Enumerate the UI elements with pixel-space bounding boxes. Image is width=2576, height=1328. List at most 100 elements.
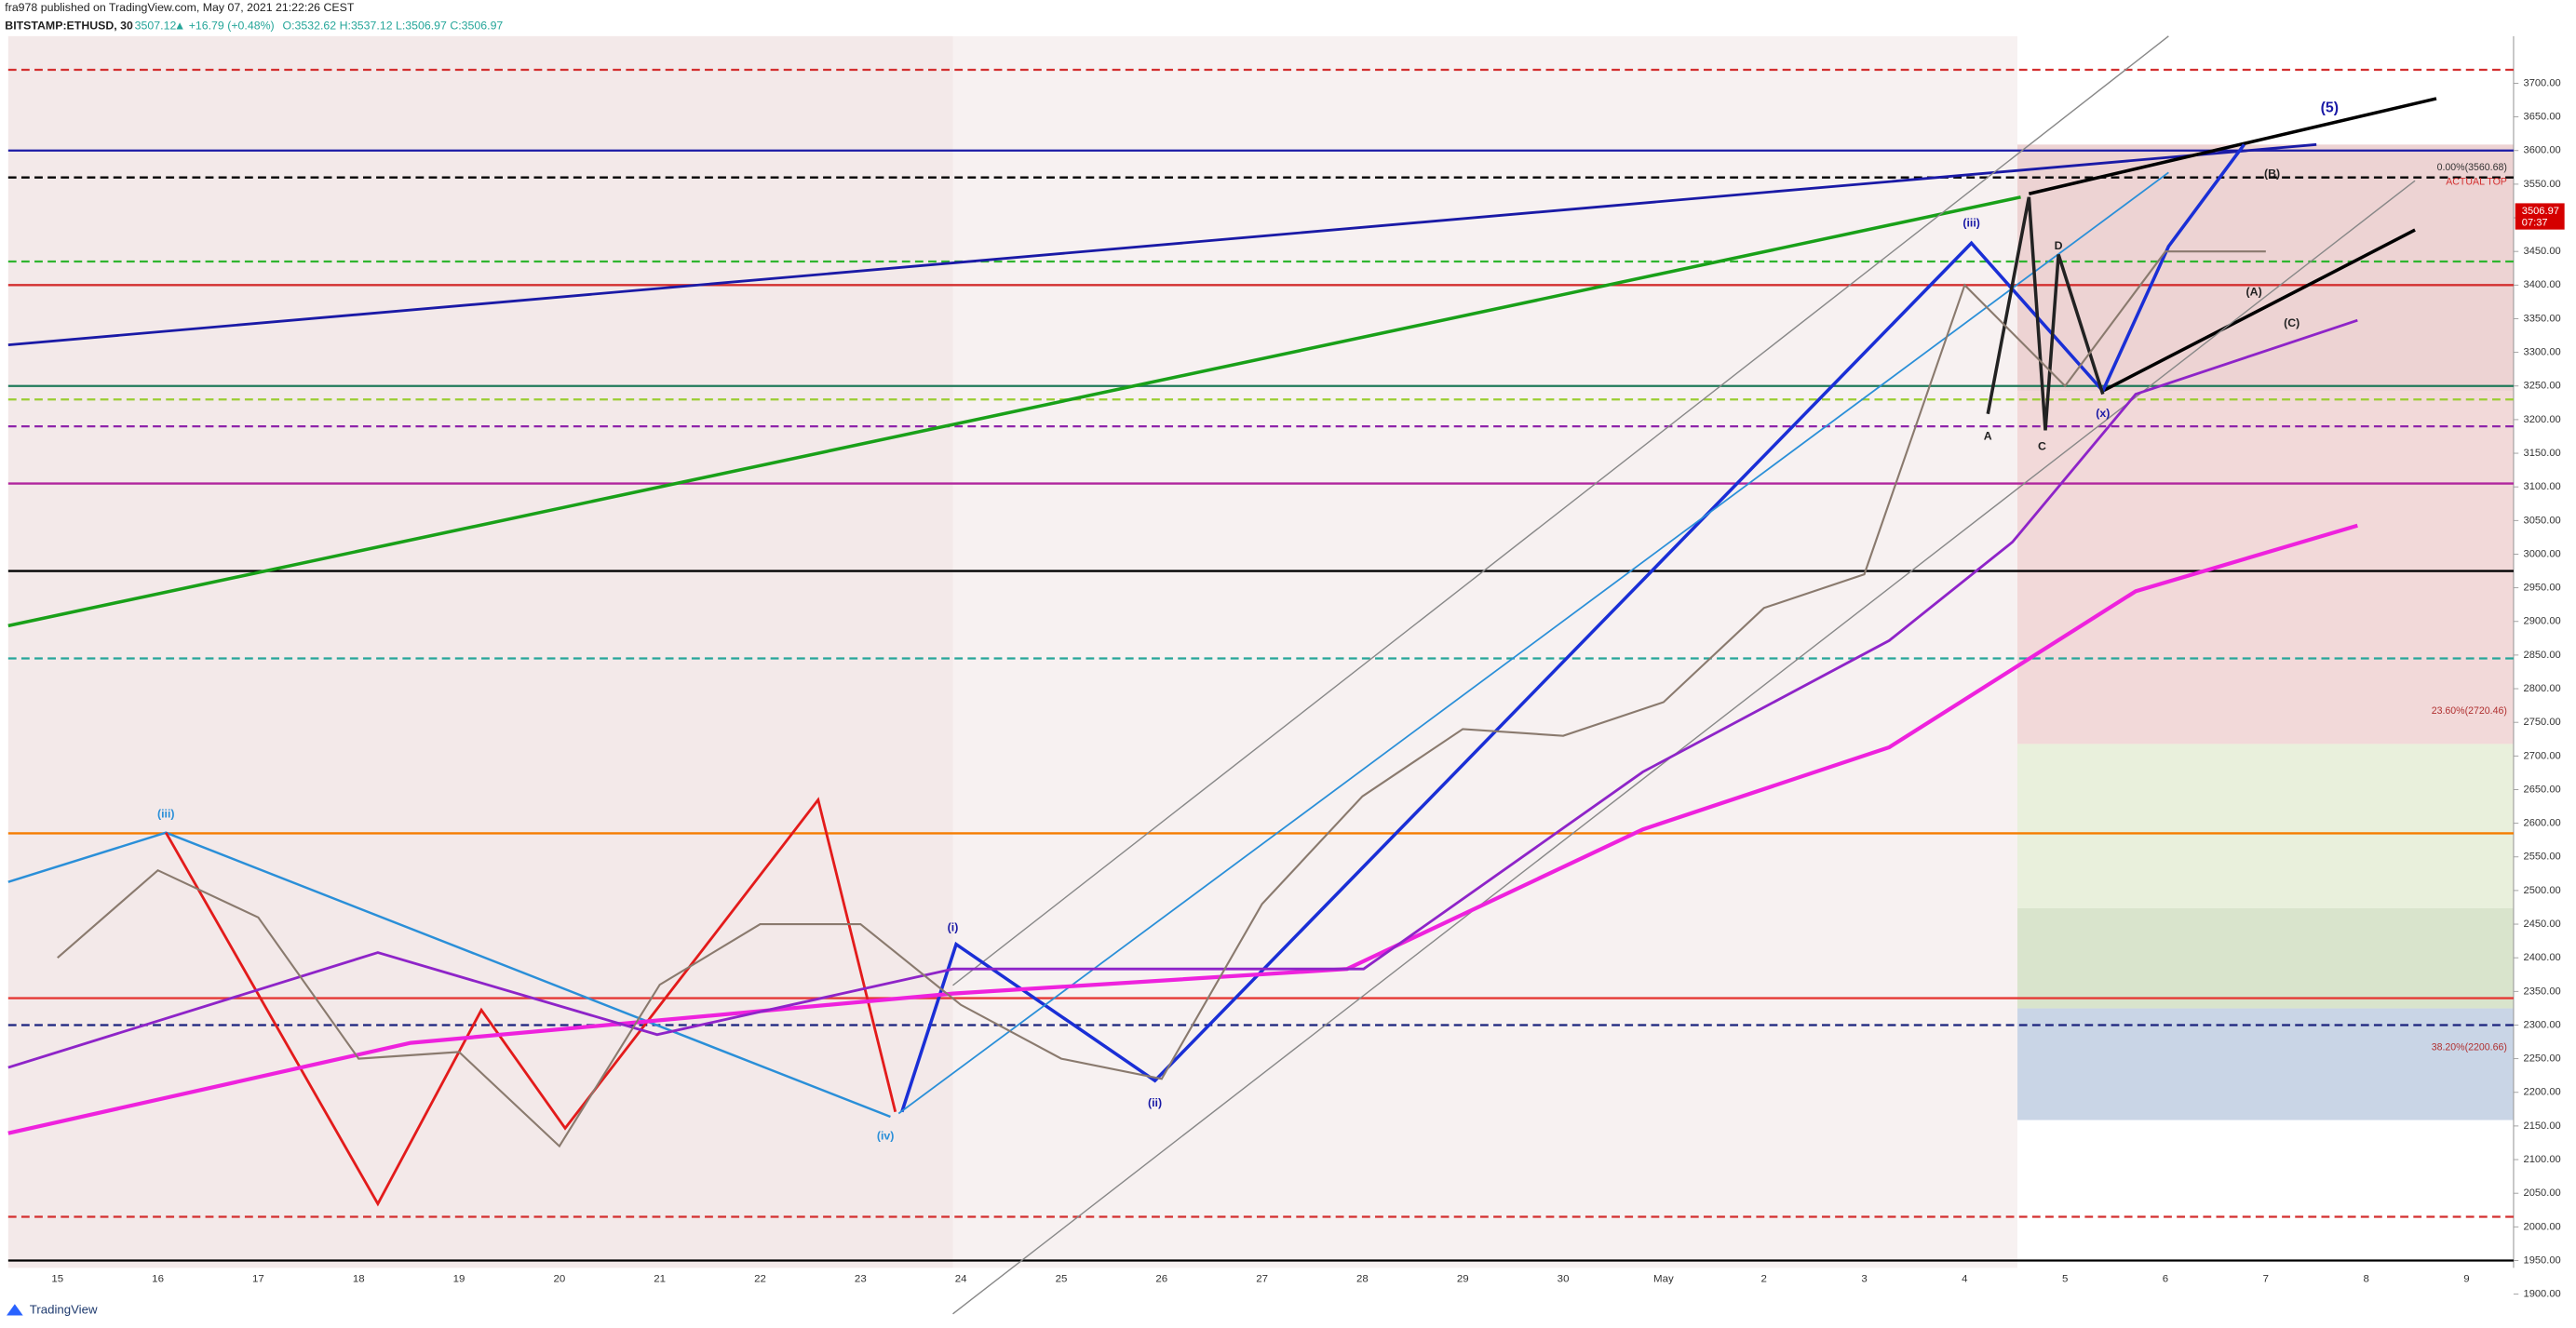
- countdown: 07:37: [2522, 218, 2548, 229]
- y-tick-label: 2800.00: [2524, 683, 2561, 694]
- fib-label: 23.60%(2720.46): [2432, 705, 2507, 717]
- x-tick-label: 22: [754, 1274, 766, 1285]
- y-tick-label: 3100.00: [2524, 481, 2561, 492]
- y-tick-label: 3350.00: [2524, 313, 2561, 324]
- y-tick-label: 2750.00: [2524, 717, 2561, 728]
- y-tick-label: 3000.00: [2524, 548, 2561, 559]
- publisher: fra978 published on TradingView.com, May…: [5, 1, 355, 14]
- x-tick-label: 16: [152, 1274, 164, 1285]
- y-axis: 1900.00 1950.00 2000.00 2050.00 2100.00 2150.…: [2513, 77, 2561, 1300]
- x-tick-label: 25: [1056, 1274, 1068, 1285]
- y-tick-label: 2050.00: [2524, 1187, 2561, 1199]
- y-tick-label: 2400.00: [2524, 952, 2561, 963]
- y-tick-label: 2250.00: [2524, 1053, 2561, 1065]
- price-tag: [2515, 203, 2565, 230]
- change: ▲ +16.79 (+0.48%): [174, 20, 275, 33]
- y-tick-label: 2550.00: [2524, 852, 2561, 863]
- fib-label: 0.00%(3560.68): [2437, 162, 2507, 173]
- x-tick-label: 17: [252, 1274, 264, 1285]
- wave-label: (A): [2246, 285, 2262, 298]
- x-tick-label: 3: [1861, 1274, 1867, 1285]
- y-tick-label: 2300.00: [2524, 1019, 2561, 1030]
- x-tick-label: 15: [51, 1274, 63, 1285]
- y-tick-label: 3550.00: [2524, 179, 2561, 190]
- wave-label: (B): [2264, 167, 2280, 180]
- x-tick-label: 4: [1962, 1274, 1968, 1285]
- x-tick-label: 28: [1356, 1274, 1369, 1285]
- trend-line: [7, 142, 2317, 347]
- channel-line: [952, 180, 2416, 1315]
- x-tick-label: 9: [2463, 1274, 2469, 1285]
- x-tick-label: 19: [453, 1274, 465, 1285]
- x-tick-label: 20: [553, 1274, 565, 1285]
- y-tick-label: 3600.00: [2524, 145, 2561, 156]
- annotations: 0.00%(3560.68) ACTUAL TOP 23.60%(2720.46) 3…: [157, 101, 2565, 1142]
- fib-label: ACTUAL TOP: [2446, 177, 2507, 188]
- x-tick-label: 7: [2263, 1274, 2269, 1285]
- y-tick-label: 3650.00: [2524, 112, 2561, 123]
- x-tick-label: 21: [654, 1274, 666, 1285]
- x-tick-label: 8: [2363, 1274, 2368, 1285]
- wave-label: (x): [2096, 407, 2110, 420]
- wave-line: [900, 143, 2246, 1113]
- last: 3507.12: [135, 20, 177, 33]
- fib-label: 38.20%(2200.66): [2432, 1042, 2507, 1053]
- wave-label: D: [2055, 239, 2063, 252]
- wave-label: (iii): [157, 808, 175, 821]
- y-tick-label: 2200.00: [2524, 1087, 2561, 1098]
- x-tick-label: 26: [1155, 1274, 1167, 1285]
- trend-line: [2101, 228, 2416, 393]
- y-tick-label: 2650.00: [2524, 784, 2561, 795]
- y-tick-label: 3150.00: [2524, 448, 2561, 459]
- y-tick-label: 3400.00: [2524, 279, 2561, 290]
- y-tick-label: 2950.00: [2524, 583, 2561, 594]
- trend-line: [2028, 97, 2437, 195]
- y-tick-label: 2900.00: [2524, 616, 2561, 627]
- y-tick-label: 3450.00: [2524, 246, 2561, 257]
- wave-line: [897, 171, 2169, 1115]
- fib-zone: [2017, 744, 2514, 908]
- levels: [7, 68, 2514, 1262]
- moving-average: [7, 318, 2358, 1069]
- price-line: [57, 250, 2266, 1148]
- x-tick-label: 5: [2062, 1274, 2068, 1285]
- wave-line: [1986, 196, 2105, 431]
- x-tick-label: May: [1653, 1274, 1674, 1285]
- fib-zone: [2017, 907, 2514, 1009]
- fib-zone: [2017, 1008, 2514, 1120]
- y-tick-label: 2500.00: [2524, 885, 2561, 896]
- drawings: [7, 35, 2437, 1315]
- shaded-region: [952, 35, 2018, 1268]
- x-tick-label: 18: [353, 1274, 365, 1285]
- logo: [7, 1304, 23, 1316]
- wave-label: (i): [948, 920, 959, 933]
- x-tick-label: 23: [855, 1274, 867, 1285]
- wave-line: [165, 797, 897, 1207]
- y-tick-label: 3700.00: [2524, 77, 2561, 88]
- x-tick-label: 24: [955, 1274, 967, 1285]
- wave-label: (iv): [877, 1129, 895, 1142]
- y-tick-label: 3250.00: [2524, 381, 2561, 392]
- y-tick-label: 2450.00: [2524, 919, 2561, 930]
- y-tick-label: 2150.00: [2524, 1120, 2561, 1132]
- wave-label: A: [1984, 430, 1992, 443]
- wave-label: C: [2038, 439, 2046, 452]
- channel-line: [952, 35, 2169, 986]
- x-tick-label: 30: [1558, 1274, 1570, 1285]
- wave-label: (5): [2321, 101, 2339, 116]
- y-tick-label: 1950.00: [2524, 1254, 2561, 1266]
- wave-label: (ii): [1148, 1096, 1162, 1109]
- fib-zone: [2017, 144, 2514, 392]
- y-tick-label: 3300.00: [2524, 347, 2561, 358]
- x-tick-label: 2: [1761, 1274, 1767, 1285]
- fib-zone: [2017, 391, 2514, 744]
- wave-label: (C): [2284, 316, 2300, 329]
- y-tick-label: 2100.00: [2524, 1154, 2561, 1165]
- price-tag-label: 3506.97: [2522, 206, 2559, 217]
- y-tick-label: 2600.00: [2524, 818, 2561, 829]
- symbol: BITSTAMP:ETHUSD, 30: [5, 20, 133, 33]
- brand: TradingView: [30, 1303, 98, 1317]
- y-tick-label: 2350.00: [2524, 986, 2561, 997]
- wave-label: (iii): [1962, 216, 1980, 229]
